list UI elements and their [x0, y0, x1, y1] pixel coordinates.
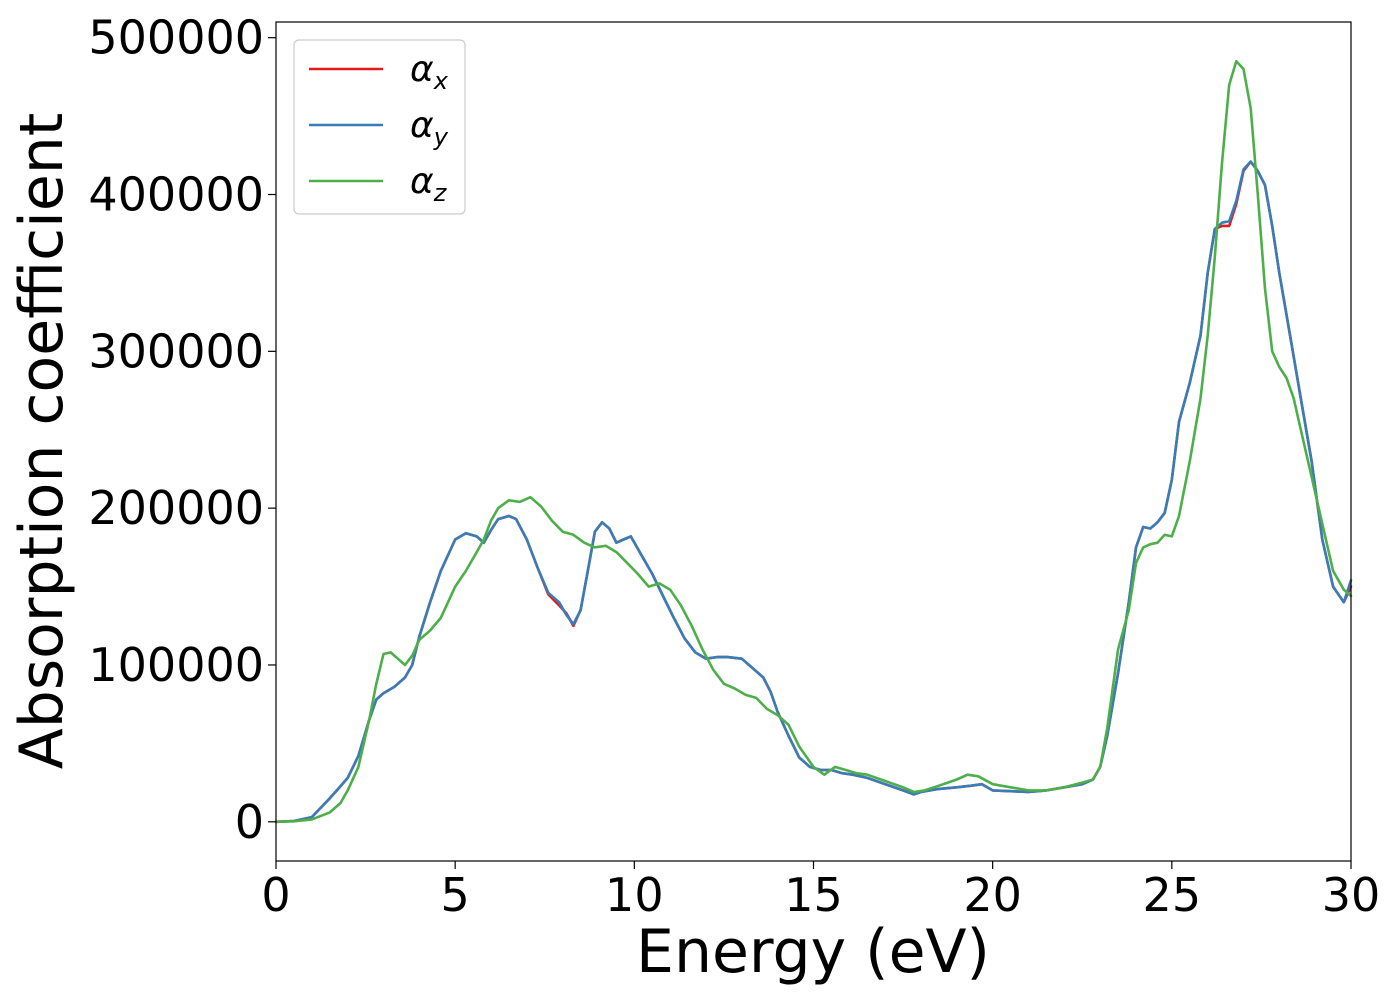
y-tick-label: 400000: [88, 168, 264, 222]
legend: αx αy αz: [293, 39, 466, 215]
y-tick-label: 100000: [88, 638, 264, 692]
legend-label-x: αx: [410, 49, 449, 95]
series-layer: [274, 59, 1353, 824]
x-tick-label: 0: [261, 868, 290, 922]
x-tick-label: 10: [605, 868, 664, 922]
legend-label-y: αy: [410, 105, 449, 151]
x-tick-label: 15: [784, 868, 843, 922]
y-axis-title: Absorption coefficient: [7, 113, 77, 770]
series-line-z: [274, 59, 1353, 824]
y-axis: 0 100000 200000 300000 400000 500000: [88, 11, 276, 849]
x-tick-label: 20: [963, 868, 1022, 922]
y-tick-label: 200000: [88, 481, 264, 535]
x-tick-label: 30: [1322, 868, 1381, 922]
x-tick-label: 5: [441, 868, 470, 922]
y-tick-label: 0: [235, 795, 264, 849]
legend-box: [293, 39, 466, 215]
legend-label-z: αz: [410, 161, 448, 207]
y-tick-label: 300000: [88, 324, 264, 378]
x-tick-label: 25: [1143, 868, 1202, 922]
x-axis: 0 5 10 15 20 25 30: [261, 861, 1380, 922]
x-axis-title: Energy (eV): [636, 917, 990, 987]
y-tick-label: 500000: [88, 11, 264, 65]
series-line-y: [274, 160, 1353, 824]
